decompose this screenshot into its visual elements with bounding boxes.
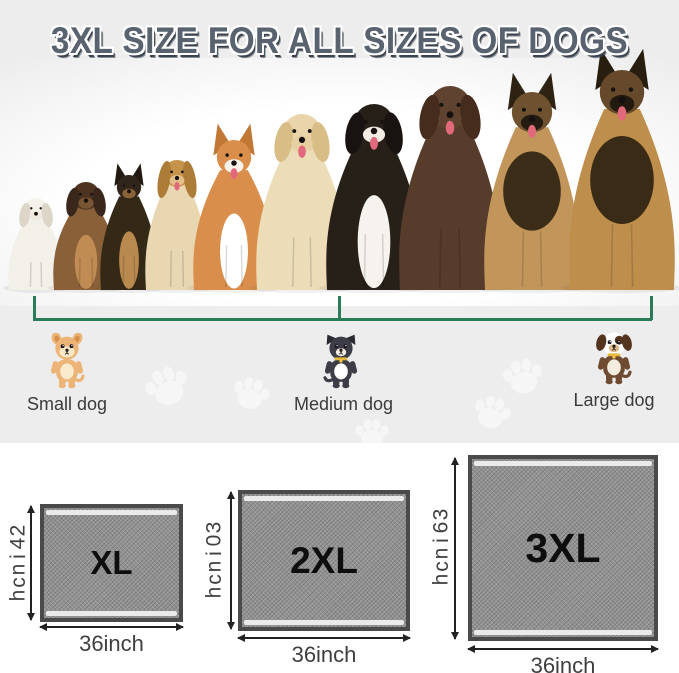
pad-stripe	[244, 620, 404, 625]
pad-stripe	[46, 510, 177, 515]
size-bracket-tick-right	[650, 296, 653, 320]
height-arrow-2xl	[226, 491, 235, 630]
pad-size-name-xl: XL	[90, 544, 133, 581]
pee-pad-3xl: 3XL	[468, 455, 658, 641]
width-label-xl: 36inch	[79, 631, 144, 656]
width-arrow-2xl	[237, 633, 411, 642]
category-large-dog: Large dog	[568, 329, 660, 411]
category-medium-dog: Medium dog	[294, 333, 394, 415]
category-label-large: Large dog	[573, 390, 655, 410]
width-label-3xl: 36inch	[530, 653, 596, 673]
height-arrow-xl	[26, 505, 35, 621]
pad-stripe	[46, 611, 177, 616]
size-bracket-line	[33, 318, 652, 321]
large-dog-icon	[568, 329, 660, 390]
pee-pad-2xl: 2XL	[238, 490, 410, 631]
pad-stripe	[474, 461, 652, 466]
dog-lineup-illustration	[3, 48, 679, 293]
pad-size-name-3xl: 3XL	[525, 524, 601, 571]
small-dog-icon	[24, 333, 110, 394]
medium-dog-icon	[294, 333, 388, 394]
height-arrow-3xl	[450, 457, 459, 640]
page-title: 3XL SIZE FOR ALL SIZES OF DOGS	[50, 20, 629, 61]
category-label-small: Small dog	[26, 394, 108, 414]
category-small-dog: Small dog	[24, 333, 110, 415]
size-bracket-tick-left	[33, 296, 36, 320]
pad-stripe	[474, 630, 652, 635]
pad-size-name-2xl: 2XL	[290, 539, 358, 581]
size-bracket-tick-middle	[338, 296, 341, 320]
width-arrow-xl	[39, 622, 184, 631]
width-arrow-3xl	[467, 644, 659, 653]
pad-stripe	[244, 496, 404, 501]
width-label-2xl: 36inch	[291, 642, 357, 667]
pee-pad-xl: XL	[40, 504, 183, 622]
category-label-medium: Medium dog	[294, 394, 394, 414]
